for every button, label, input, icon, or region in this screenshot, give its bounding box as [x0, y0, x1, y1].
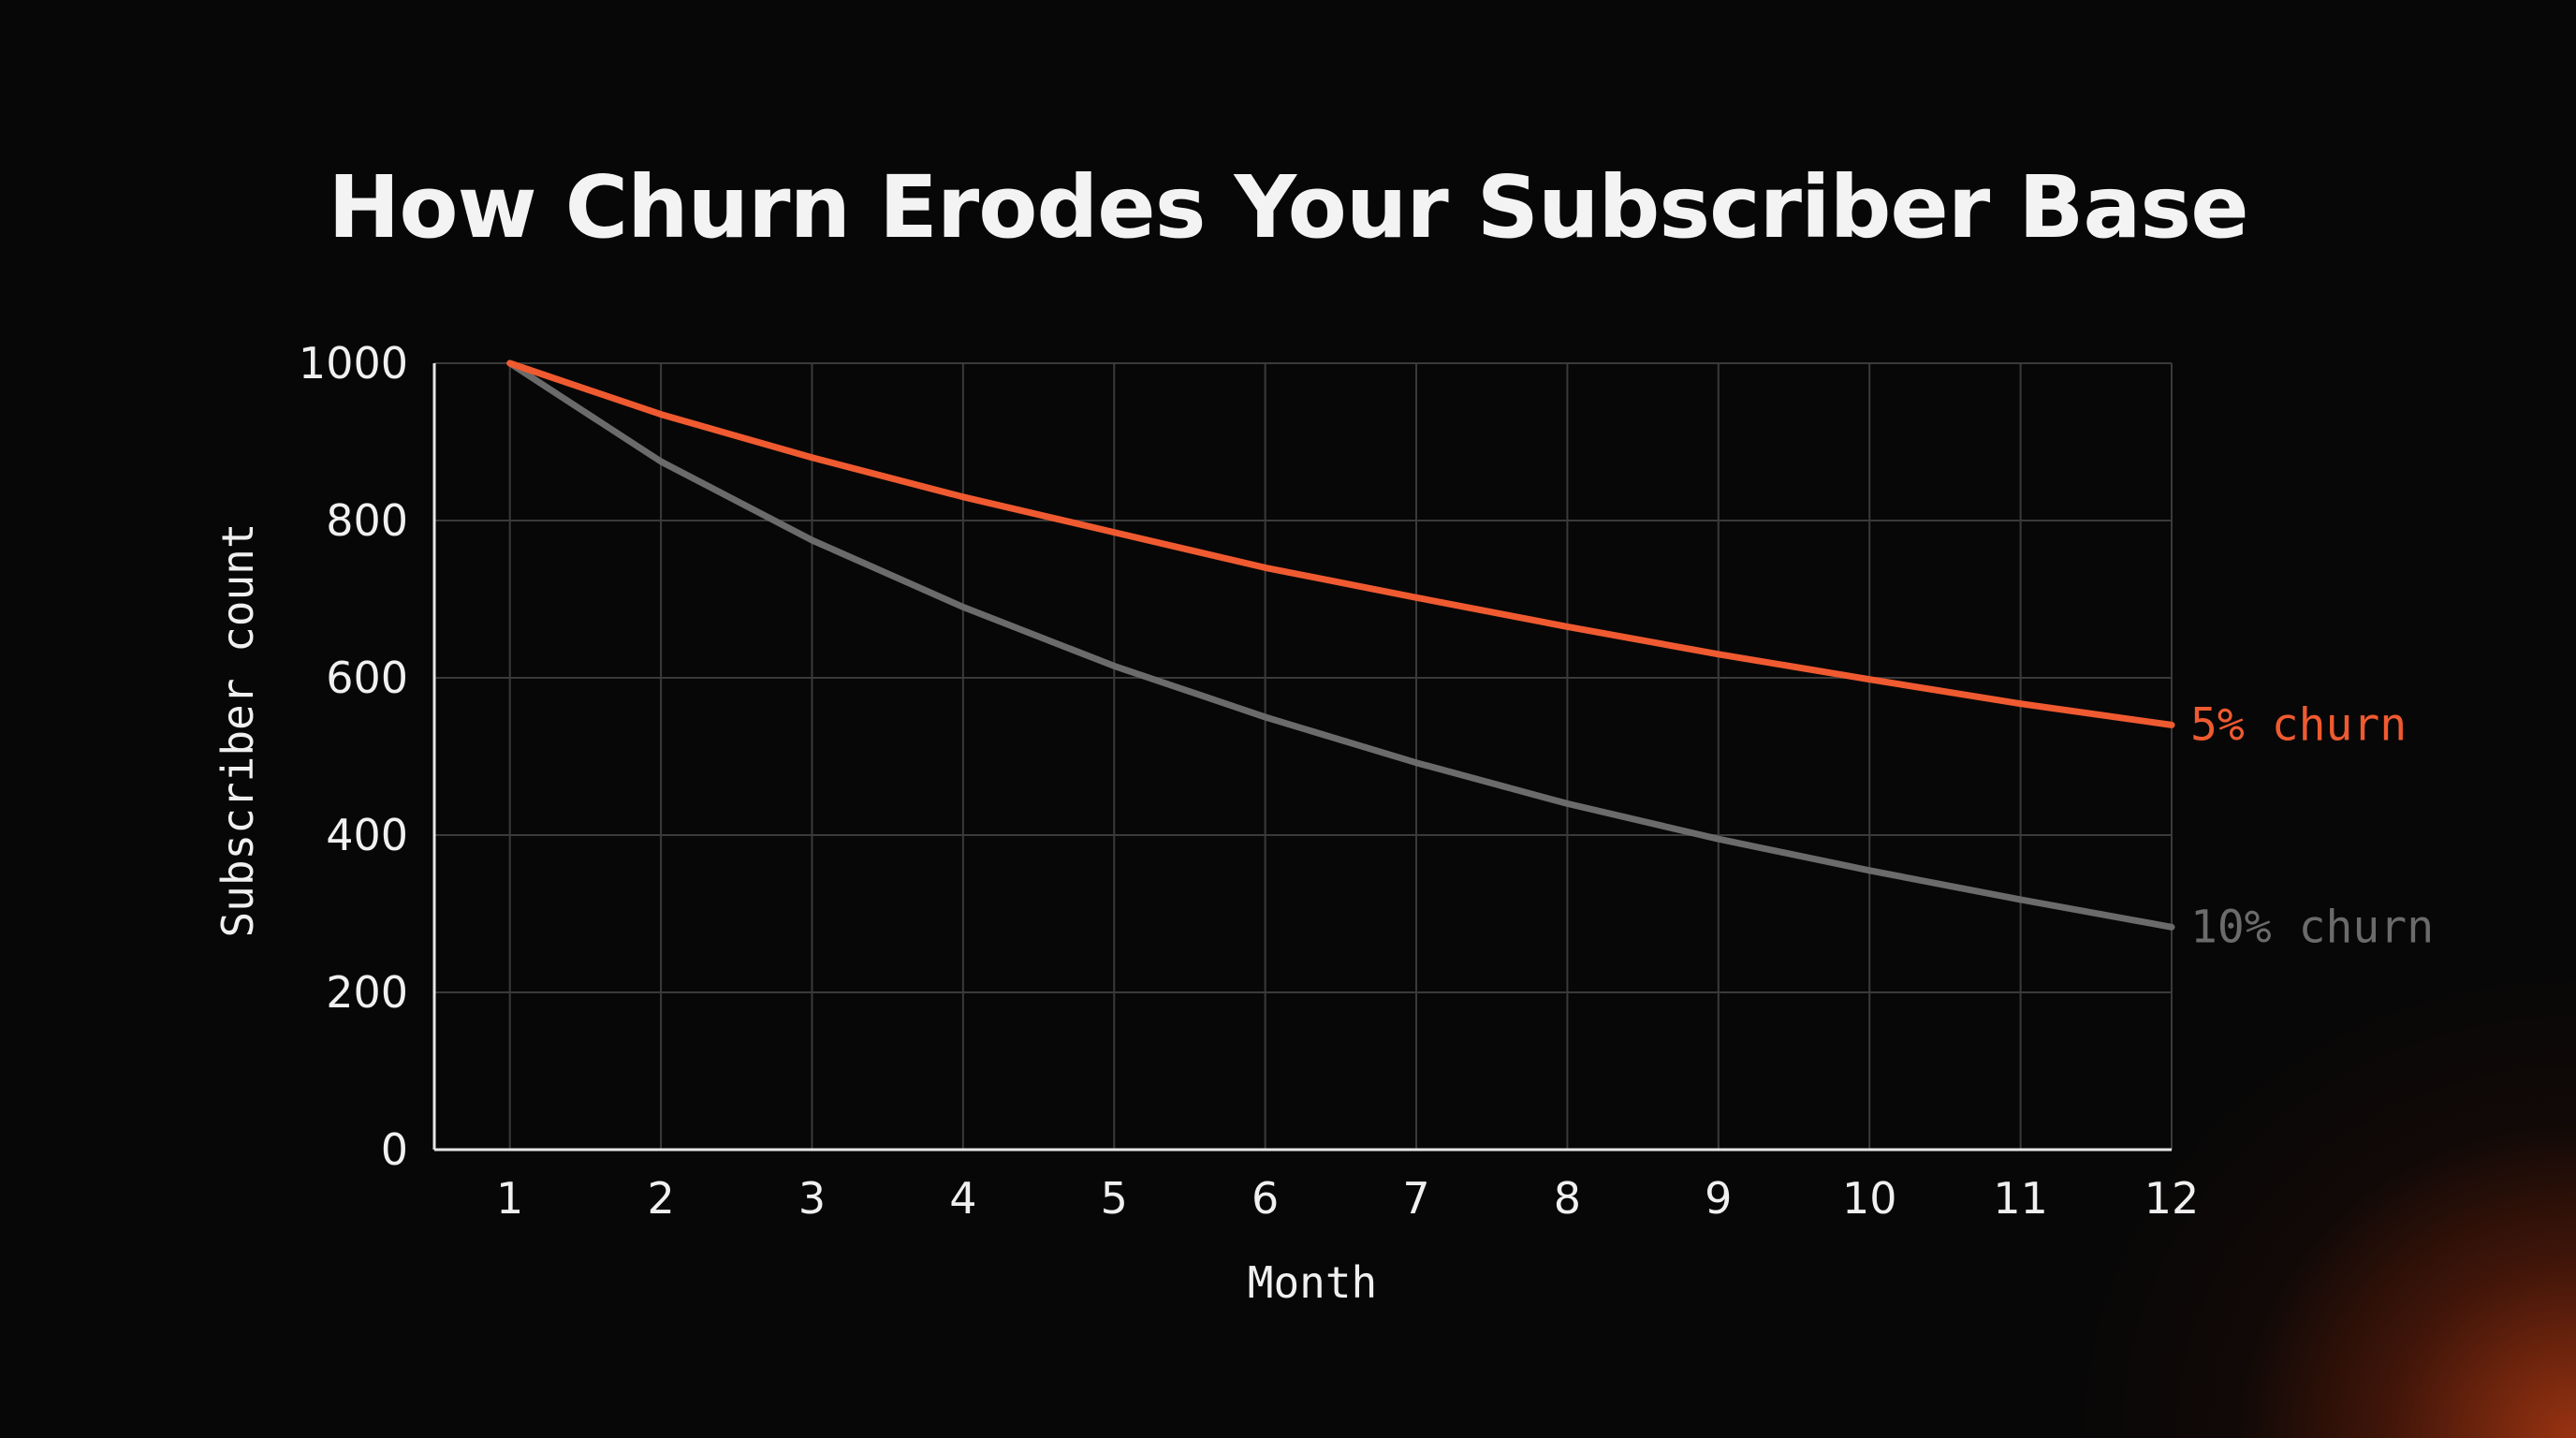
x-tick-label: 1: [496, 1173, 523, 1224]
x-tick-label: 4: [949, 1173, 976, 1224]
y-tick-label: 800: [326, 495, 408, 546]
y-tick-label: 1000: [299, 338, 408, 389]
x-tick-label: 3: [798, 1173, 826, 1224]
y-axis-title: Subscriber count: [212, 522, 263, 937]
x-tick-label: 8: [1554, 1173, 1581, 1224]
x-tick-label: 6: [1251, 1173, 1279, 1224]
x-tick-label: 7: [1402, 1173, 1429, 1224]
x-tick-label: 12: [2144, 1173, 2200, 1224]
y-tick-label: 0: [381, 1124, 408, 1175]
grid-lines: [434, 362, 2173, 1150]
series-label-5-churn: 5% churn: [2190, 698, 2407, 751]
series-lines: [506, 360, 2175, 931]
x-tick-label: 11: [1993, 1173, 2048, 1224]
y-tick-label: 200: [326, 967, 408, 1018]
x-tick-label: 9: [1705, 1173, 1732, 1224]
axes: [432, 363, 2172, 1152]
chart-title: How Churn Erodes Your Subscriber Base: [328, 157, 2248, 257]
series-label-10-churn: 10% churn: [2190, 901, 2434, 953]
series-line-10-churn: [506, 360, 2175, 931]
x-tick-label: 2: [647, 1173, 674, 1224]
series-line-5-churn: [506, 360, 2175, 728]
y-tick-label: 400: [326, 810, 408, 860]
y-tick-label: 600: [326, 653, 408, 703]
series-labels: 5% churn 10% churn: [2190, 698, 2434, 953]
x-tick-label: 10: [1842, 1173, 1897, 1224]
x-axis-title: Month: [1248, 1257, 1377, 1308]
x-tick-label: 5: [1101, 1173, 1128, 1224]
